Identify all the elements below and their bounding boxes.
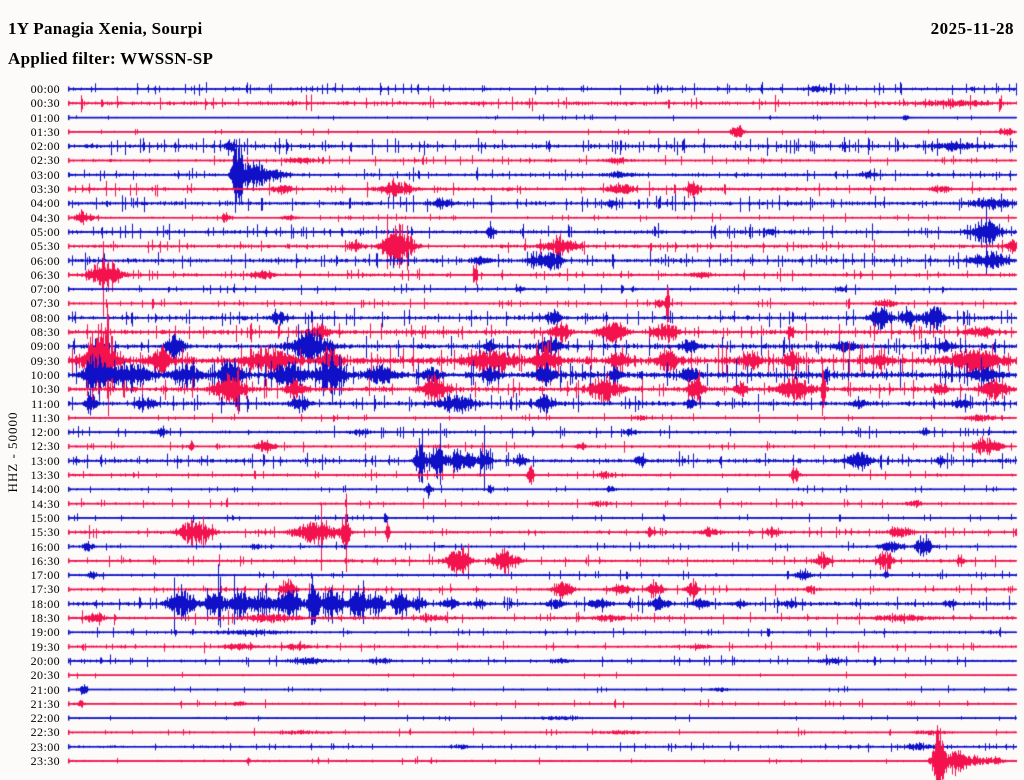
time-label: 20:00 [30,653,60,668]
time-label: 02:30 [30,153,60,168]
time-label: 05:00 [30,224,60,239]
time-label: 13:00 [30,453,60,468]
time-label: 05:30 [30,239,60,254]
time-label: 04:30 [30,210,60,225]
time-label: 21:30 [30,696,60,711]
time-label: 11:30 [31,410,60,425]
time-label: 19:30 [30,639,60,654]
time-label: 18:30 [30,611,60,626]
time-label: 21:00 [30,682,60,697]
time-label: 15:00 [30,510,60,525]
time-label: 13:30 [30,468,60,483]
time-label: 08:30 [30,325,60,340]
time-label: 20:30 [30,668,60,683]
time-label: 06:30 [30,267,60,282]
time-label: 11:00 [31,396,60,411]
time-label: 14:00 [30,482,60,497]
time-label: 06:00 [30,253,60,268]
time-label: 03:30 [30,182,60,197]
time-label: 23:30 [30,754,60,768]
time-label: 09:30 [30,353,60,368]
time-label: 12:30 [30,439,60,454]
time-label: 00:00 [30,82,60,96]
time-label: 09:00 [30,339,60,354]
time-label: 23:00 [30,739,60,754]
station-title: 1Y Panagia Xenia, Sourpi [8,19,203,38]
time-label: 22:00 [30,711,60,726]
time-label: 15:30 [30,525,60,540]
time-label: 02:00 [30,139,60,154]
time-axis: 00:00 00:30 01:00 01:30 02:00 02:30 03:00 03:30… [0,0,62,780]
time-label: 16:00 [30,539,60,554]
time-label: 00:30 [30,96,60,111]
time-label: 16:30 [30,553,60,568]
time-label: 07:00 [30,282,60,297]
filter-label: Applied filter: WWSSN-SP [8,49,214,68]
time-label: 01:00 [30,110,60,125]
time-label: 14:30 [30,496,60,511]
time-label: 04:00 [30,196,60,211]
time-label: 07:30 [30,296,60,311]
time-label: 01:30 [30,124,60,139]
time-label: 08:00 [30,310,60,325]
date-label: 2025-11-28 [930,19,1014,38]
time-label: 18:00 [30,596,60,611]
time-label: 12:00 [30,425,60,440]
time-label: 10:30 [30,382,60,397]
time-label: 19:00 [30,625,60,640]
time-label: 17:00 [30,568,60,583]
time-label: 03:00 [30,167,60,182]
time-label: 10:00 [30,367,60,382]
time-label: 17:30 [30,582,60,597]
time-label: 22:30 [30,725,60,740]
